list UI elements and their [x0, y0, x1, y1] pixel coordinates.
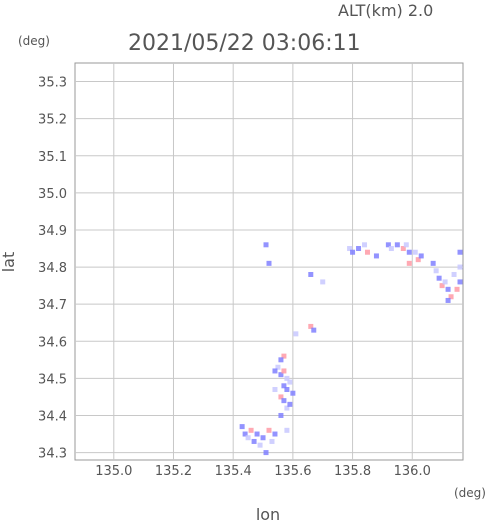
x-tick-label: 135.0 — [95, 464, 132, 479]
echo-point — [457, 279, 463, 285]
echo-point — [254, 431, 260, 437]
echo-point — [320, 279, 326, 285]
echo-point — [272, 387, 278, 393]
echo-point — [364, 249, 370, 255]
echo-point — [430, 260, 436, 266]
y-tick-label: 35.1 — [38, 150, 67, 165]
y-tick-label: 34.4 — [38, 409, 67, 424]
x-tick-label: 136.0 — [394, 464, 431, 479]
y-tick-label: 34.6 — [38, 335, 67, 350]
echo-point — [278, 357, 284, 363]
echo-point — [275, 364, 281, 370]
echo-point — [257, 442, 263, 448]
x-unit-label: (deg) — [454, 486, 486, 500]
echo-point — [388, 246, 394, 252]
echo-point — [394, 242, 400, 248]
x-tick-label: 135.6 — [274, 464, 311, 479]
echo-point — [451, 271, 457, 277]
y-tick-label: 34.8 — [38, 261, 67, 276]
y-tick-label: 34.5 — [38, 372, 67, 387]
echo-point — [433, 268, 439, 274]
echo-point — [278, 394, 284, 400]
echo-point — [272, 431, 278, 437]
x-tick-label: 135.4 — [215, 464, 252, 479]
echo-point — [263, 242, 269, 248]
y-tick-label: 34.9 — [38, 224, 67, 239]
echo-point — [251, 438, 257, 444]
plot-frame — [74, 62, 464, 461]
y-tick-label: 35.0 — [38, 187, 67, 202]
y-axis-ticks: 34.3 34.4 34.5 34.6 34.7 34.8 34.9 35.0 35.1 35.2… — [38, 76, 67, 462]
echo-point — [311, 327, 317, 333]
echo-layer — [239, 242, 463, 456]
echo-point — [457, 249, 463, 255]
echo-point — [293, 331, 299, 337]
altitude-label: ALT(km) 2.0 — [338, 1, 433, 20]
y-tick-label: 35.2 — [38, 113, 67, 128]
echo-point — [442, 279, 448, 285]
echo-point — [278, 372, 284, 378]
echo-point — [436, 275, 442, 281]
echo-point — [281, 353, 287, 359]
echo-point — [347, 246, 353, 252]
echo-point — [418, 253, 424, 259]
echo-point — [281, 398, 287, 404]
echo-point — [239, 424, 245, 430]
echo-point — [272, 368, 278, 374]
echo-point — [356, 246, 362, 252]
echo-point — [260, 435, 266, 441]
echo-point — [242, 431, 248, 437]
echo-point — [445, 286, 451, 292]
y-unit-label: (deg) — [18, 34, 50, 48]
echo-point — [308, 323, 314, 329]
echo-point — [308, 271, 314, 277]
echo-point — [415, 257, 421, 263]
echo-point — [445, 297, 451, 303]
echo-point — [457, 264, 463, 270]
echo-point — [284, 387, 290, 393]
y-tick-label: 34.3 — [38, 447, 67, 462]
x-tick-label: 135.2 — [155, 464, 192, 479]
echo-point — [263, 450, 269, 456]
echo-point — [284, 375, 290, 381]
chart-title: 2021/05/22 03:06:11 — [128, 31, 361, 56]
echo-point — [350, 249, 356, 255]
echo-point — [281, 368, 287, 374]
echo-point — [406, 249, 412, 255]
echo-point — [287, 401, 293, 407]
y-axis-title: lat — [0, 252, 18, 273]
echo-point — [439, 283, 445, 289]
echo-point — [284, 427, 290, 433]
y-tick-label: 35.3 — [38, 76, 67, 91]
echo-point — [448, 294, 454, 300]
x-tick-label: 135.8 — [334, 464, 371, 479]
echo-point — [400, 246, 406, 252]
echo-point — [287, 379, 293, 385]
echo-point — [403, 242, 409, 248]
echo-point — [406, 260, 412, 266]
x-axis-title: lon — [256, 505, 280, 521]
echo-point — [362, 242, 368, 248]
echo-point — [454, 286, 460, 292]
echo-point — [266, 260, 272, 266]
echo-point — [281, 383, 287, 389]
echo-point — [248, 427, 254, 433]
echo-point — [290, 390, 296, 396]
echo-point — [269, 438, 275, 444]
echo-point — [245, 435, 251, 441]
echo-point — [278, 412, 284, 418]
echo-point — [373, 253, 379, 259]
y-tick-label: 34.7 — [38, 298, 67, 313]
echo-point — [266, 427, 272, 433]
echo-point — [412, 249, 418, 255]
echo-point — [284, 405, 290, 411]
echo-point — [385, 242, 391, 248]
x-axis-ticks: 135.0 135.2 135.4 135.6 135.8 136.0 — [95, 464, 431, 479]
